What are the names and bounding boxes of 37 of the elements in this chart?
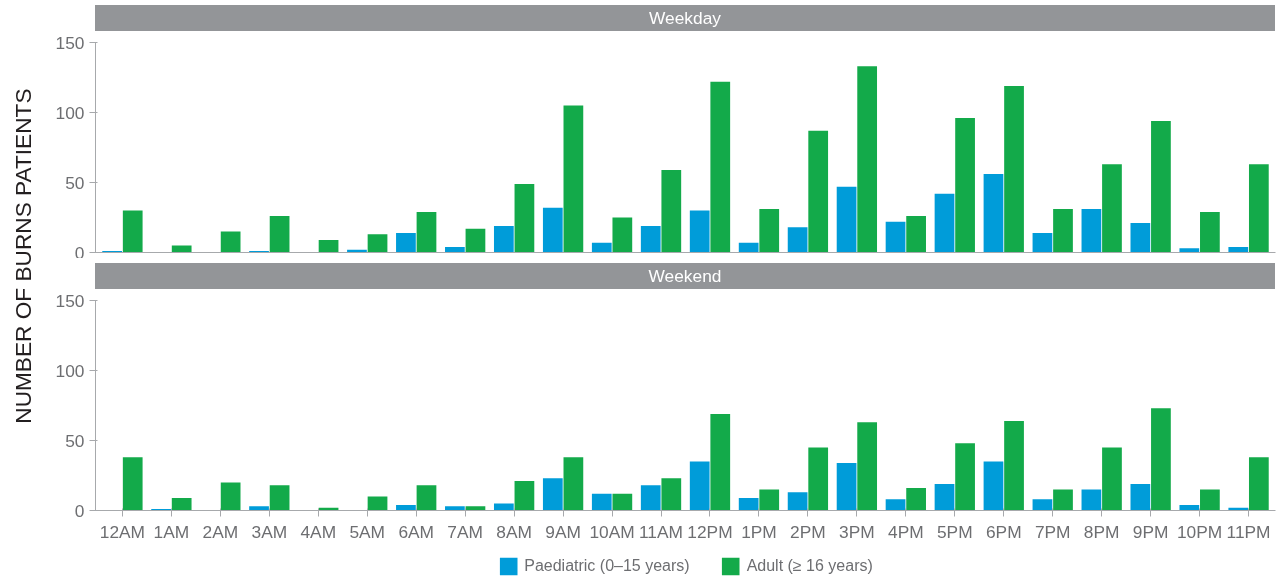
x-tick-label: 6PM xyxy=(985,521,1022,542)
x-tick-label: 12PM xyxy=(687,521,733,542)
x-tick-label: 10AM xyxy=(589,521,635,542)
x-tick-label: 7AM xyxy=(447,521,483,542)
x-tick-label: 11PM xyxy=(1226,521,1271,542)
x-tick-label: 8PM xyxy=(1083,521,1120,542)
x-tick-label: 12AM xyxy=(99,521,146,542)
x-tick-label: 10PM xyxy=(1176,521,1223,542)
y-tick-label: 150 xyxy=(55,32,85,53)
y-tick-label: 0 xyxy=(74,500,85,521)
x-tick-label: 1AM xyxy=(153,521,190,542)
x-tick-label: 3AM xyxy=(251,521,288,542)
x-tick-label: 6AM xyxy=(398,521,435,542)
y-tick-label: 150 xyxy=(55,290,85,311)
y-tick-label: 0 xyxy=(74,242,85,263)
legend-label: Paediatric (0–15 years) xyxy=(524,557,690,575)
x-tick-label: 7PM xyxy=(1034,521,1071,542)
chart-title: Weekday xyxy=(649,7,721,30)
y-tick-label: 50 xyxy=(65,430,85,451)
x-tick-label: 4PM xyxy=(888,521,924,542)
x-tick-label: 4AM xyxy=(300,521,337,542)
y-tick-label: 100 xyxy=(55,360,85,381)
x-tick-label: 8AM xyxy=(496,521,532,542)
y-tick-label: 100 xyxy=(55,102,85,123)
x-tick-label: 1PM xyxy=(741,521,777,542)
legend-label: Adult (≥ 16 years) xyxy=(746,557,873,575)
x-tick-label: 9AM xyxy=(545,521,581,542)
chart-title: Weekend xyxy=(648,265,722,288)
x-tick-label: 2AM xyxy=(202,521,239,542)
x-tick-label: 5AM xyxy=(349,521,386,542)
y-tick-label: 50 xyxy=(65,172,85,193)
x-tick-label: 2PM xyxy=(790,521,826,542)
y-axis-title: NUMBER OF BURNS PATIENTS xyxy=(10,88,36,424)
x-tick-label: 9PM xyxy=(1132,521,1169,542)
x-tick-label: 11AM xyxy=(639,521,684,542)
x-tick-label: 5PM xyxy=(936,521,973,542)
x-tick-label: 3PM xyxy=(839,521,875,542)
